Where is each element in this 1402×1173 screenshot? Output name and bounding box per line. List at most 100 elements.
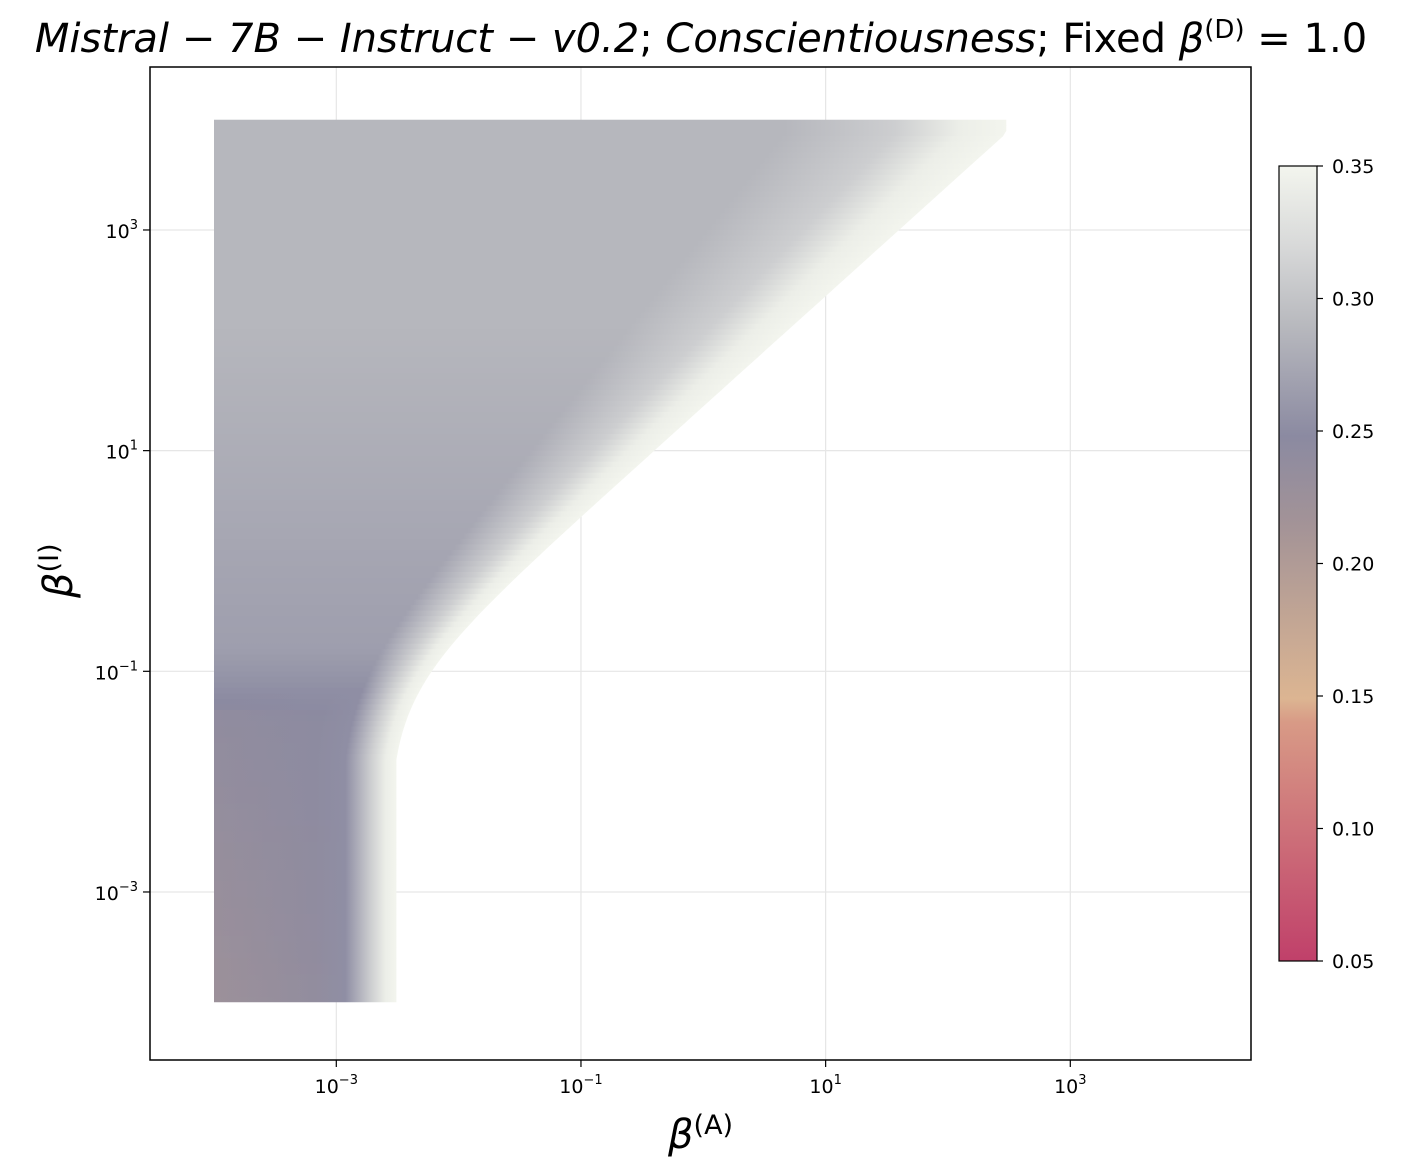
heatmap-row xyxy=(213,229,1007,237)
heatmap-row xyxy=(213,588,1007,595)
heatmap-row xyxy=(213,704,1007,711)
heatmap-row xyxy=(213,505,1007,512)
heatmap-row xyxy=(213,599,1007,606)
heatmap-row xyxy=(213,759,1007,766)
heatmap-row xyxy=(213,809,1007,816)
heatmap-row xyxy=(213,367,1007,375)
heatmap-row xyxy=(213,362,1007,369)
heatmap-row xyxy=(213,754,1007,761)
heatmap-row xyxy=(213,798,1007,805)
heatmap-row xyxy=(213,991,1007,998)
heatmap-row xyxy=(213,627,1007,634)
heatmap-row xyxy=(213,914,1007,921)
heatmap-row xyxy=(213,958,1007,965)
heatmap-row xyxy=(213,963,1007,970)
heatmap-row xyxy=(213,952,1007,959)
heatmap-row xyxy=(213,119,1007,126)
heatmap-row xyxy=(213,290,1007,297)
heatmap-row xyxy=(213,698,1007,706)
heatmap-row xyxy=(213,384,1007,391)
heatmap-row xyxy=(213,395,1007,402)
heatmap-row xyxy=(213,500,1007,507)
heatmap-row xyxy=(213,903,1007,910)
heatmap-row xyxy=(213,450,1007,457)
heatmap-row xyxy=(213,511,1007,518)
heatmap-row xyxy=(213,323,1007,330)
heatmap-row xyxy=(213,356,1007,363)
heatmap-row xyxy=(213,919,1007,926)
heatmap-row xyxy=(213,191,1007,198)
heatmap-row xyxy=(213,770,1007,777)
heatmap-row xyxy=(213,207,1007,215)
heatmap-row xyxy=(213,461,1007,468)
heatmap-row xyxy=(213,329,1007,336)
heatmap-row xyxy=(213,136,1007,143)
heatmap-row xyxy=(213,765,1007,772)
heatmap-row xyxy=(213,196,1007,203)
heatmap-row xyxy=(213,378,1007,386)
heatmap-row xyxy=(213,439,1007,446)
x-tick-label: 103 xyxy=(1054,1073,1086,1098)
x-tick-label: 101 xyxy=(809,1073,841,1098)
heatmap-row xyxy=(213,483,1007,490)
heatmap-row xyxy=(213,527,1007,534)
heatmap-row xyxy=(213,969,1007,976)
y-ticks: 10−3 10−1 101 103 xyxy=(95,218,150,905)
heatmap-row xyxy=(213,715,1007,722)
heatmap-row xyxy=(213,649,1007,656)
colorbar-tick-label: 0.35 xyxy=(1332,156,1374,178)
heatmap-row xyxy=(213,400,1007,408)
colorbar-tick-label: 0.20 xyxy=(1332,554,1374,576)
colorbar xyxy=(1278,165,1318,962)
heatmap-row xyxy=(213,792,1007,799)
heatmap-row xyxy=(213,158,1007,165)
heatmap-row xyxy=(213,643,1007,650)
heatmap-row xyxy=(213,980,1007,987)
heatmap-row xyxy=(213,213,1007,220)
heatmap-row xyxy=(213,389,1007,397)
heatmap-row xyxy=(213,654,1007,661)
heatmap-row xyxy=(213,820,1007,827)
heatmap-row xyxy=(213,522,1007,529)
x-ticks: 10−3 10−1 101 103 xyxy=(315,1060,1087,1098)
heatmap-row xyxy=(213,676,1007,683)
heatmap-row xyxy=(213,235,1007,242)
plot-frame xyxy=(149,66,1252,1061)
heatmap-row xyxy=(213,340,1007,347)
heatmap-row xyxy=(213,831,1007,838)
heatmap-row xyxy=(213,781,1007,788)
heatmap-row xyxy=(213,572,1007,579)
heatmap-row xyxy=(213,748,1007,755)
heatmap-row xyxy=(213,560,1007,568)
heatmap-row xyxy=(213,301,1007,308)
colorbar-tick-label: 0.15 xyxy=(1332,686,1374,708)
heatmap-row xyxy=(213,869,1007,877)
heatmap-row xyxy=(213,594,1007,601)
heatmap-row xyxy=(213,891,1007,899)
heatmap-row xyxy=(213,836,1007,843)
heatmap-row xyxy=(213,880,1007,888)
heatmap-row xyxy=(213,605,1007,612)
x-tick-label: 10−3 xyxy=(315,1073,358,1098)
heatmap-row xyxy=(213,693,1007,700)
x-axis-label: β(A) xyxy=(667,1110,733,1158)
heatmap-row xyxy=(213,180,1007,187)
heatmap-row xyxy=(213,825,1007,832)
heatmap-row xyxy=(213,489,1007,496)
heatmap-row xyxy=(213,621,1007,628)
heatmap-row xyxy=(213,583,1007,590)
heatmap-row xyxy=(213,268,1007,275)
heatmap-row xyxy=(213,467,1007,474)
heatmap-row xyxy=(213,549,1007,557)
heatmap-row xyxy=(213,141,1007,148)
heatmap-row xyxy=(213,169,1007,176)
heatmap-row xyxy=(213,709,1007,717)
heatmap-row xyxy=(213,566,1007,573)
y-tick-label: 10−1 xyxy=(95,659,138,684)
heatmap-row xyxy=(213,257,1007,264)
heatmap-row xyxy=(213,936,1007,943)
heatmap-row xyxy=(213,246,1007,253)
y-axis-label: β(I) xyxy=(34,543,82,599)
heatmap-row xyxy=(213,875,1007,882)
heatmap-row xyxy=(213,202,1007,209)
